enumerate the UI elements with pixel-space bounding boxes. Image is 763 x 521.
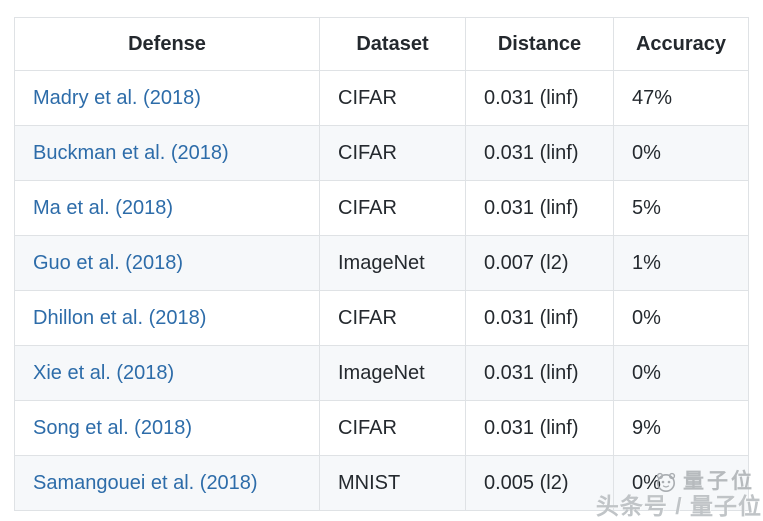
column-header-dataset: Dataset bbox=[319, 17, 466, 71]
defense-cell: Guo et al. (2018) bbox=[14, 235, 320, 291]
defense-link[interactable]: Guo et al. (2018) bbox=[33, 251, 184, 274]
defense-results-table: Defense Dataset Distance Accuracy Madry … bbox=[14, 17, 749, 511]
dataset-cell: CIFAR bbox=[319, 400, 466, 456]
defense-results-table-wrap: Defense Dataset Distance Accuracy Madry … bbox=[14, 17, 749, 511]
distance-cell: 0.031 (linf) bbox=[465, 345, 614, 401]
table-row: Samangouei et al. (2018) MNIST 0.005 (l2… bbox=[14, 455, 749, 511]
table-row: Ma et al. (2018) CIFAR 0.031 (linf) 5% bbox=[14, 180, 749, 236]
accuracy-cell: 1% bbox=[613, 235, 749, 291]
header-row: Defense Dataset Distance Accuracy bbox=[14, 17, 749, 71]
defense-link[interactable]: Xie et al. (2018) bbox=[33, 361, 175, 384]
accuracy-cell: 0% bbox=[613, 125, 749, 181]
distance-cell: 0.031 (linf) bbox=[465, 70, 614, 126]
dataset-cell: CIFAR bbox=[319, 70, 466, 126]
accuracy-cell: 47% bbox=[613, 70, 749, 126]
accuracy-cell: 0% bbox=[613, 455, 749, 511]
defense-cell: Madry et al. (2018) bbox=[14, 70, 320, 126]
distance-cell: 0.031 (linf) bbox=[465, 290, 614, 346]
distance-cell: 0.031 (linf) bbox=[465, 180, 614, 236]
table-body: Madry et al. (2018) CIFAR 0.031 (linf) 4… bbox=[14, 70, 749, 511]
dataset-cell: CIFAR bbox=[319, 290, 466, 346]
dataset-cell: ImageNet bbox=[319, 235, 466, 291]
accuracy-cell: 0% bbox=[613, 345, 749, 401]
table-row: Xie et al. (2018) ImageNet 0.031 (linf) … bbox=[14, 345, 749, 401]
defense-link[interactable]: Song et al. (2018) bbox=[33, 416, 192, 439]
accuracy-cell: 0% bbox=[613, 290, 749, 346]
defense-link[interactable]: Madry et al. (2018) bbox=[33, 86, 201, 109]
column-header-accuracy: Accuracy bbox=[613, 17, 749, 71]
distance-cell: 0.031 (linf) bbox=[465, 400, 614, 456]
table-row: Dhillon et al. (2018) CIFAR 0.031 (linf)… bbox=[14, 290, 749, 346]
defense-cell: Samangouei et al. (2018) bbox=[14, 455, 320, 511]
column-header-distance: Distance bbox=[465, 17, 614, 71]
table-row: Buckman et al. (2018) CIFAR 0.031 (linf)… bbox=[14, 125, 749, 181]
distance-cell: 0.031 (linf) bbox=[465, 125, 614, 181]
accuracy-cell: 9% bbox=[613, 400, 749, 456]
defense-link[interactable]: Samangouei et al. (2018) bbox=[33, 471, 258, 494]
dataset-cell: CIFAR bbox=[319, 125, 466, 181]
defense-cell: Song et al. (2018) bbox=[14, 400, 320, 456]
dataset-cell: CIFAR bbox=[319, 180, 466, 236]
table-row: Guo et al. (2018) ImageNet 0.007 (l2) 1% bbox=[14, 235, 749, 291]
dataset-cell: ImageNet bbox=[319, 345, 466, 401]
table-row: Song et al. (2018) CIFAR 0.031 (linf) 9% bbox=[14, 400, 749, 456]
defense-cell: Ma et al. (2018) bbox=[14, 180, 320, 236]
defense-link[interactable]: Buckman et al. (2018) bbox=[33, 141, 229, 164]
defense-cell: Xie et al. (2018) bbox=[14, 345, 320, 401]
defense-link[interactable]: Dhillon et al. (2018) bbox=[33, 306, 207, 329]
distance-cell: 0.005 (l2) bbox=[465, 455, 614, 511]
accuracy-cell: 5% bbox=[613, 180, 749, 236]
column-header-defense: Defense bbox=[14, 17, 320, 71]
defense-link[interactable]: Ma et al. (2018) bbox=[33, 196, 174, 219]
defense-cell: Buckman et al. (2018) bbox=[14, 125, 320, 181]
distance-cell: 0.007 (l2) bbox=[465, 235, 614, 291]
dataset-cell: MNIST bbox=[319, 455, 466, 511]
table-row: Madry et al. (2018) CIFAR 0.031 (linf) 4… bbox=[14, 70, 749, 126]
defense-cell: Dhillon et al. (2018) bbox=[14, 290, 320, 346]
